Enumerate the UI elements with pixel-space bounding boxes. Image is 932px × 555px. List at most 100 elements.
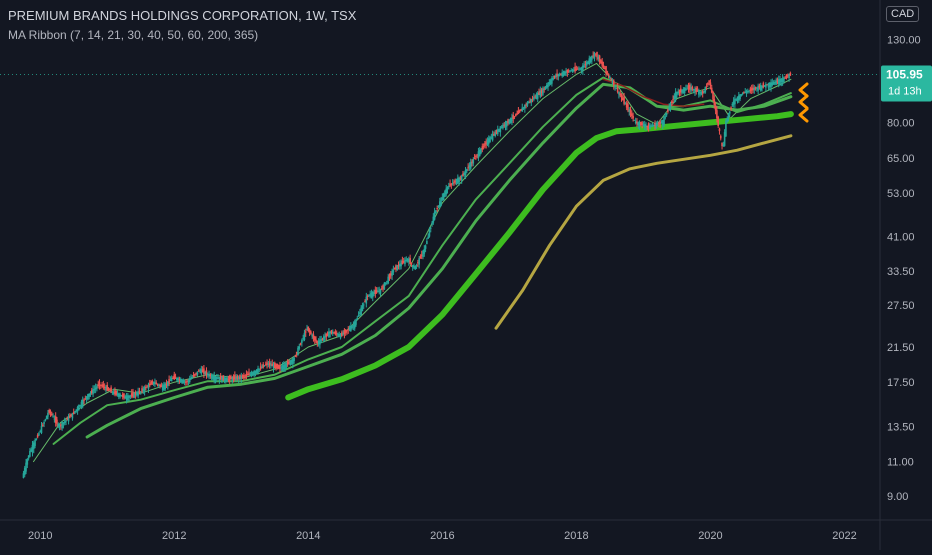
candle-body: [743, 91, 745, 94]
candle-body: [417, 262, 419, 264]
candle-body: [159, 384, 161, 387]
candle-body: [365, 296, 368, 304]
y-tick-label: 130.00: [887, 34, 921, 46]
candle-body: [343, 330, 346, 335]
candle-body: [427, 236, 429, 239]
candle-body: [230, 377, 232, 380]
candle-body: [281, 365, 284, 371]
candle-body: [598, 55, 601, 63]
candle-body: [498, 128, 500, 132]
candle-body: [173, 374, 176, 380]
candle-body: [475, 155, 477, 158]
candle-body: [87, 394, 89, 400]
candle-body: [588, 58, 591, 65]
candle-body: [188, 378, 191, 383]
candle-body: [438, 201, 441, 208]
candle-body: [673, 95, 676, 100]
candle-body: [499, 126, 502, 133]
candle-body: [118, 393, 120, 398]
candle-body: [40, 425, 43, 434]
candle-body: [705, 85, 708, 87]
x-tick-label: 2022: [832, 530, 856, 542]
y-tick-label: 80.00: [887, 117, 915, 129]
candle-body: [513, 116, 516, 118]
candle-body: [279, 365, 281, 370]
candle-body: [674, 91, 677, 99]
candle-body: [228, 376, 231, 381]
candle-body: [81, 399, 84, 407]
candle-body: [605, 66, 607, 74]
candle-body: [364, 301, 366, 303]
candle-body: [167, 381, 169, 386]
candle-body: [206, 374, 209, 376]
candle-body: [306, 328, 308, 331]
candle-body: [511, 117, 513, 121]
candle-body: [619, 93, 622, 96]
candle-body: [23, 467, 26, 476]
candle-body: [165, 383, 168, 385]
candle-body: [676, 91, 678, 95]
candle-body: [477, 151, 480, 158]
candle-body: [660, 122, 663, 124]
candle-body: [631, 113, 633, 117]
candle-body: [334, 331, 337, 335]
candle-body: [316, 341, 319, 344]
arrow-marker-icon: [798, 107, 809, 123]
candle-body: [276, 363, 279, 369]
candle-body: [482, 146, 485, 148]
candle-body: [593, 52, 596, 59]
candle-body: [22, 473, 25, 478]
candle-body: [133, 392, 136, 398]
currency-badge[interactable]: CAD: [886, 6, 920, 22]
x-tick-label: 2020: [698, 530, 722, 542]
candle-body: [341, 332, 343, 337]
indicator-label[interactable]: MA Ribbon (7, 14, 21, 30, 40, 50, 60, 20…: [8, 28, 259, 42]
candle-body: [610, 79, 612, 81]
candle-body: [717, 116, 719, 126]
candle-body: [292, 358, 294, 365]
candle-body: [396, 265, 399, 271]
candle-body: [303, 332, 306, 340]
candle-body: [788, 73, 790, 79]
candle-body: [271, 363, 274, 367]
candle-body: [125, 396, 128, 400]
candle-body: [591, 55, 593, 61]
candle-body: [642, 124, 645, 126]
candle-body: [454, 180, 457, 183]
candle-body: [152, 381, 155, 385]
candle-body: [374, 290, 377, 294]
candle-body: [244, 375, 246, 377]
candle-body: [302, 338, 304, 340]
candle-body: [357, 315, 360, 317]
candle-body: [172, 377, 174, 379]
y-tick-label: 65.00: [887, 153, 915, 165]
candle-body: [78, 405, 80, 411]
candle-body: [539, 90, 542, 97]
candle-body: [683, 88, 686, 94]
candle-body: [441, 197, 444, 200]
symbol-title[interactable]: PREMIUM BRANDS HOLDINGS CORPORATION, 1W,…: [8, 8, 357, 23]
candle-body: [284, 363, 286, 370]
candle-body: [776, 79, 779, 83]
candle-body: [426, 240, 428, 244]
candle-body: [47, 412, 49, 417]
candle-body: [192, 374, 195, 377]
ma-line-ma60: [602, 78, 705, 107]
candle-body: [29, 450, 31, 457]
candle-body: [491, 134, 494, 141]
candle-body: [656, 123, 659, 125]
candle-body: [109, 389, 111, 391]
candle-body: [130, 393, 133, 397]
candle-body: [737, 95, 740, 101]
candle-body: [652, 125, 655, 127]
candle-body: [784, 77, 786, 79]
candle-body: [237, 376, 240, 380]
candle-body: [145, 386, 147, 389]
candle-body: [178, 379, 181, 381]
candle-body: [41, 424, 44, 426]
candle-body: [71, 412, 74, 419]
candle-body: [366, 295, 369, 297]
candle-body: [264, 364, 267, 366]
